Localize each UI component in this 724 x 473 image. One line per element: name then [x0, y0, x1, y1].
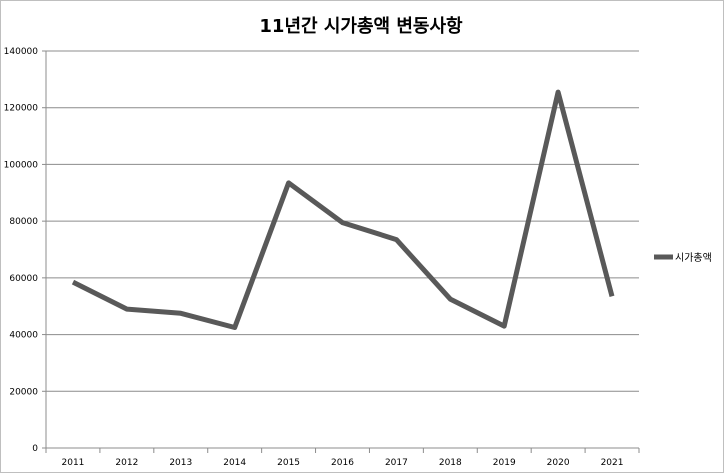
- y-tick-label: 100000: [4, 160, 39, 170]
- x-tick-label: 2018: [439, 458, 462, 468]
- x-tick-label: 2015: [277, 458, 300, 468]
- x-tick-label: 2017: [385, 458, 408, 468]
- series-layer: [71, 89, 615, 330]
- x-tick-label: 2019: [493, 458, 516, 468]
- gridlines: [46, 50, 639, 392]
- y-tick-label: 140000: [4, 47, 39, 57]
- y-tick-label: 20000: [9, 387, 38, 397]
- chart-title: 11년간 시가총액 변동사항: [259, 16, 463, 37]
- x-axis-tick-labels: 2011 2012 2013 2014 2015 2016 2017 2018 2019 2020…: [62, 458, 624, 468]
- x-tick-label: 2016: [331, 458, 354, 468]
- y-tick-label: 0: [32, 444, 38, 454]
- axes: [42, 50, 640, 453]
- legend: 시가총액: [654, 252, 712, 264]
- x-tick-label: 2013: [169, 458, 192, 468]
- series-line-0: [71, 89, 615, 330]
- y-tick-label: 120000: [4, 104, 39, 114]
- y-tick-label: 80000: [9, 217, 38, 227]
- x-tick-label: 2020: [547, 458, 570, 468]
- x-tick-label: 2012: [115, 458, 138, 468]
- y-tick-label: 60000: [9, 274, 38, 284]
- x-tick-label: 2014: [223, 458, 246, 468]
- y-axis-tick-labels: 0 20000 40000 60000 80000 100000 120000 140000: [4, 47, 39, 454]
- x-tick-label: 2021: [601, 458, 624, 468]
- legend-label: 시가총액: [675, 252, 712, 264]
- x-tick-label: 2011: [62, 458, 85, 468]
- y-tick-label: 40000: [9, 331, 38, 341]
